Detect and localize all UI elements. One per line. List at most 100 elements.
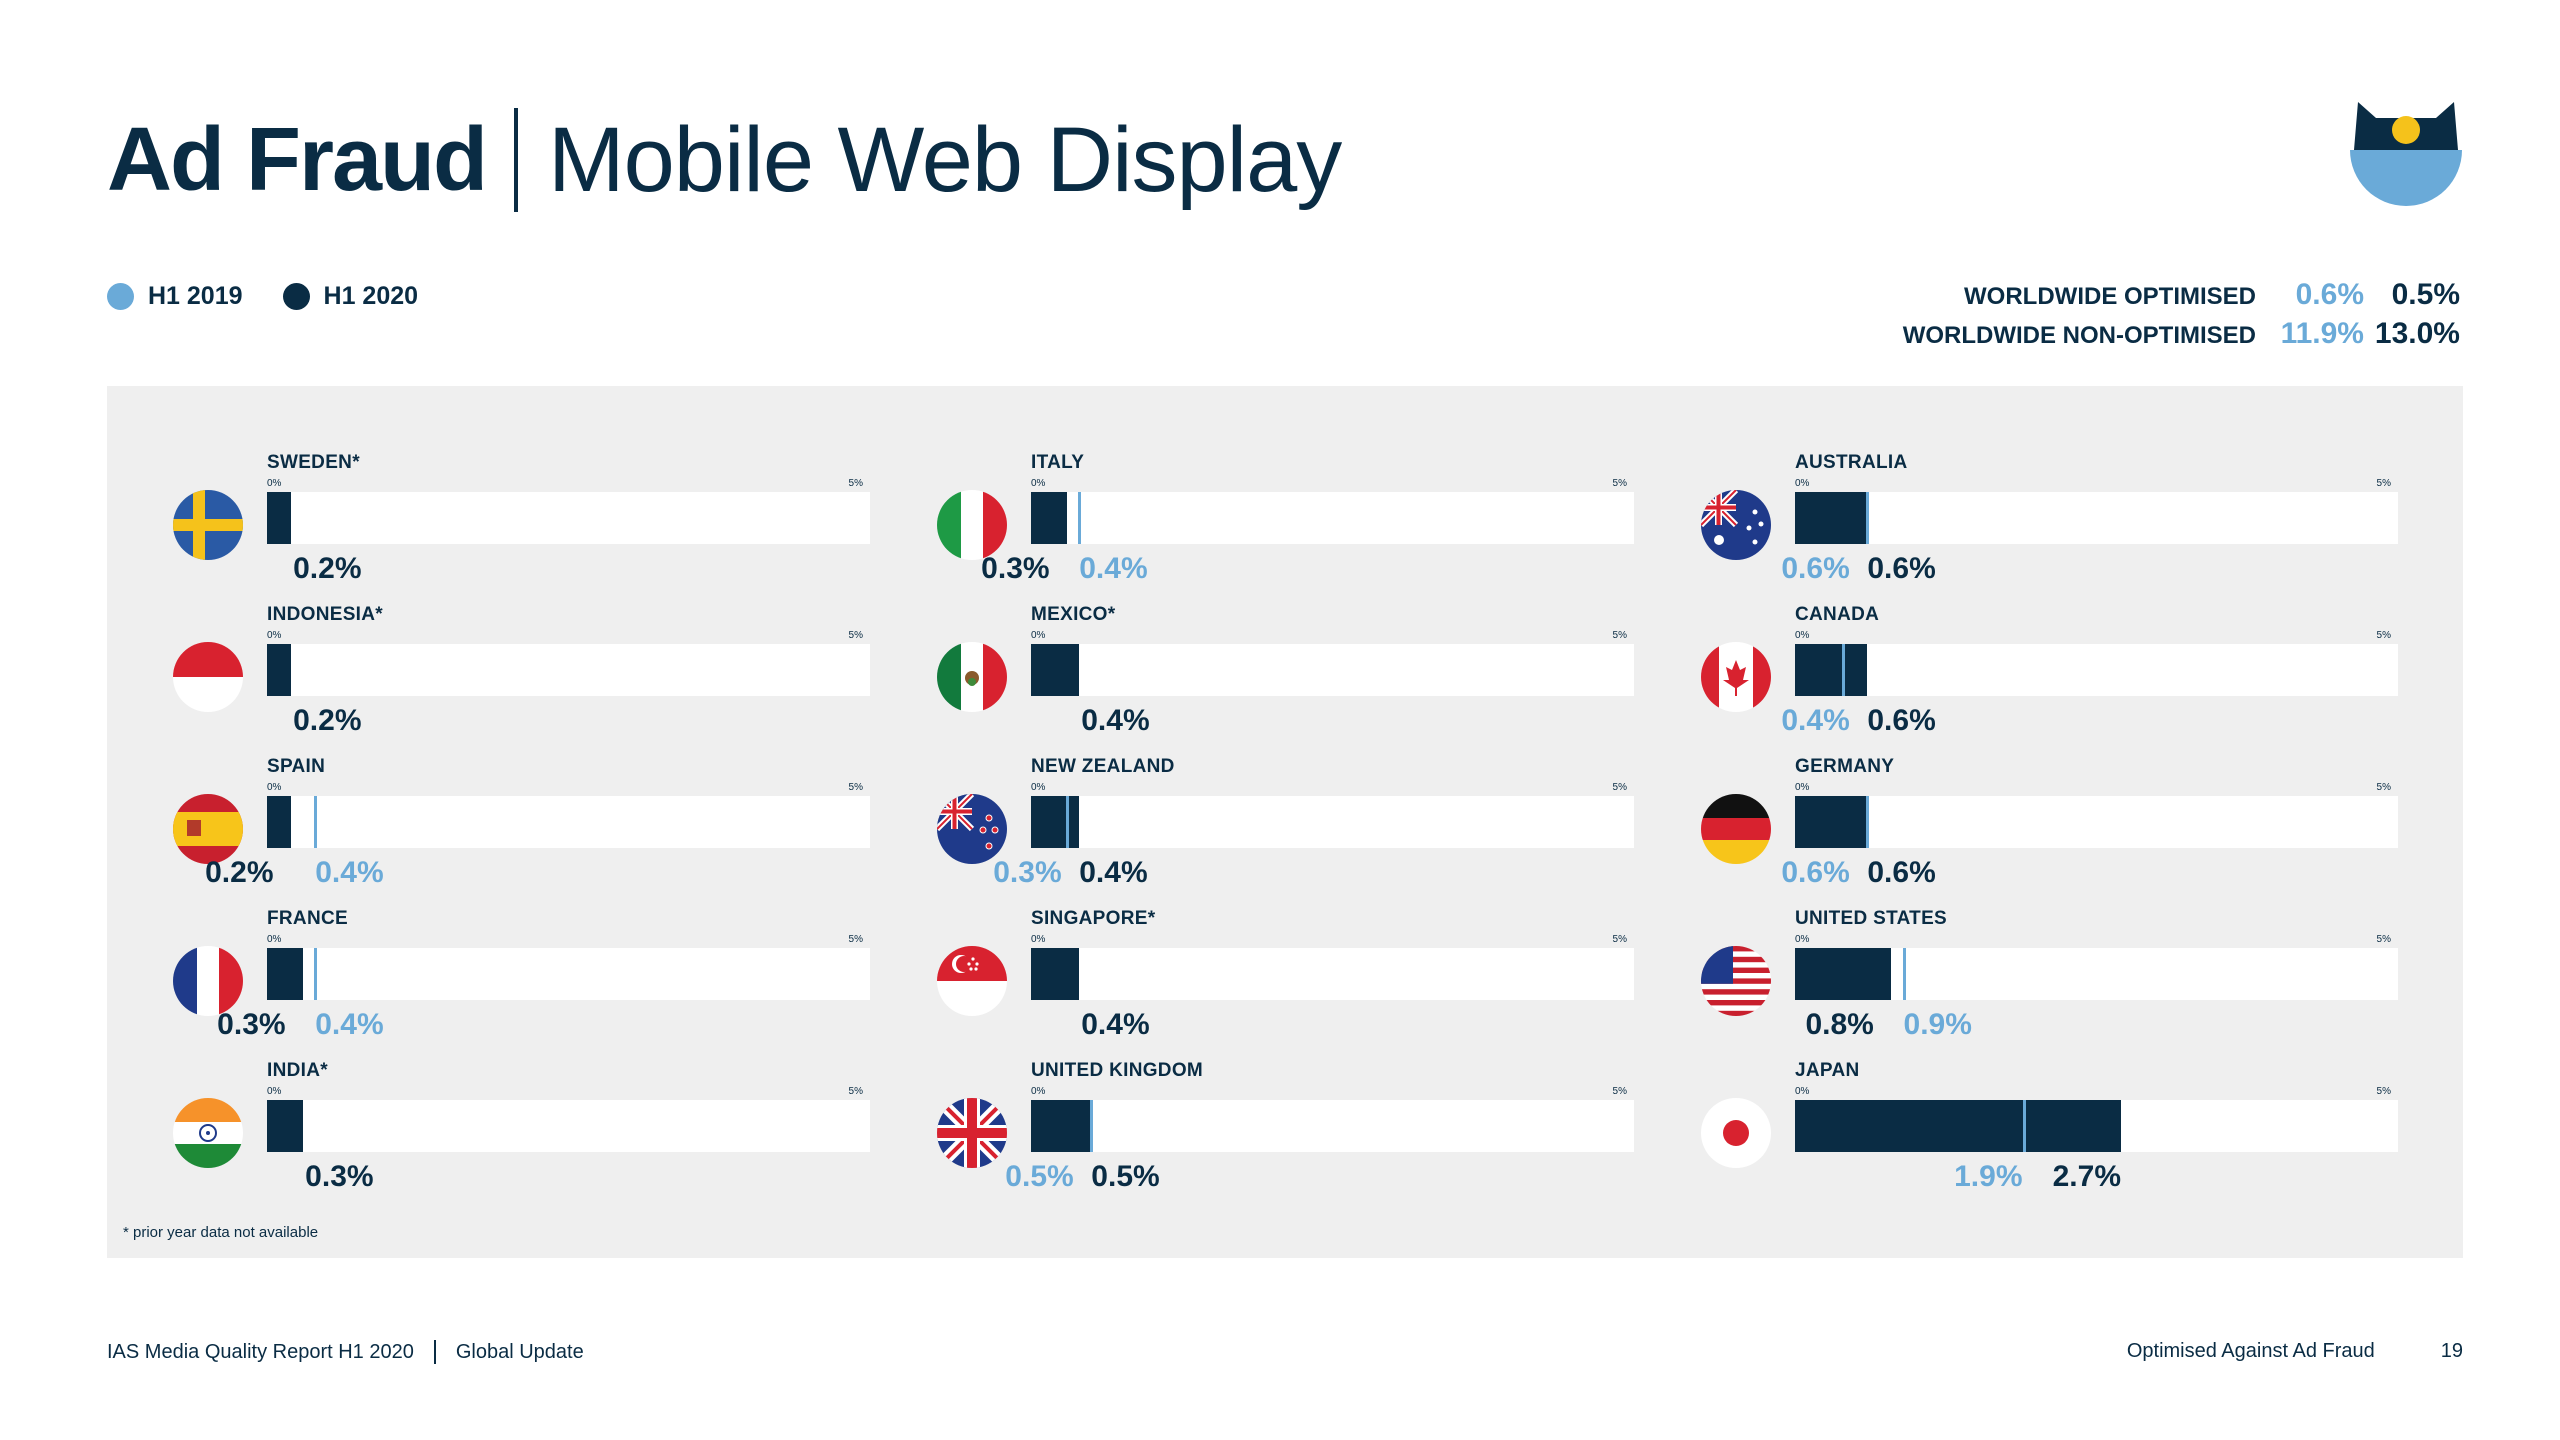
bar-track xyxy=(267,492,870,544)
country-label: INDONESIA* xyxy=(267,604,383,625)
worldwide-non-optimised-2019: 11.9% xyxy=(2280,317,2364,350)
owl-logo-icon xyxy=(2350,102,2462,206)
value-label-h1-2020: 0.6% xyxy=(1867,856,1936,889)
value-label-h1-2019: 1.9% xyxy=(1954,1160,2023,1193)
country-label: JAPAN xyxy=(1795,1060,1860,1081)
axis-min-tick: 0% xyxy=(1795,782,1810,793)
axis-min-tick: 0% xyxy=(267,782,282,793)
axis-min-tick: 0% xyxy=(1031,1086,1046,1097)
country-label: FRANCE xyxy=(267,908,348,929)
legend-dot-2020 xyxy=(282,283,310,310)
title-light: Mobile Web Display xyxy=(547,108,1342,211)
legend-label-2019: H1 2019 xyxy=(148,282,243,310)
country-italy: ITALY 0% 5% 0.4% 0.3% xyxy=(937,452,1697,604)
country-label: CANADA xyxy=(1795,604,1880,625)
axis-min-tick: 0% xyxy=(1031,782,1046,793)
axis-max-tick: 5% xyxy=(1612,934,1627,945)
axis-min-tick: 0% xyxy=(267,478,282,489)
value-label-h1-2019: 0.4% xyxy=(1079,552,1148,585)
value-label-h1-2019: 0.6% xyxy=(1781,856,1850,889)
footer-report: IAS Media Quality Report H1 2020 xyxy=(107,1340,414,1363)
bar-h1-2020 xyxy=(1031,492,1068,544)
bar-h1-2020 xyxy=(1031,796,1080,848)
axis-min-tick: 0% xyxy=(1795,478,1810,489)
bar-h1-2020 xyxy=(267,1100,304,1152)
flag-indonesia-icon xyxy=(173,642,243,712)
legend-item-2020: H1 2020 xyxy=(282,282,418,311)
value-label-h1-2020: 0.4% xyxy=(1081,704,1150,737)
country-label: INDIA* xyxy=(267,1060,328,1081)
legend-dot-2019 xyxy=(107,283,134,310)
value-label-h1-2019: 0.5% xyxy=(1005,1160,1074,1193)
country-united-kingdom: UNITED KINGDOM 0% 5% 0.5% 0.5% xyxy=(937,1060,1697,1212)
country-canada: CANADA 0% 5% 0.4% 0.6% xyxy=(1701,604,2461,756)
country-sweden: SWEDEN* 0% 5% 0.2% xyxy=(173,452,933,604)
value-label-h1-2020: 0.2% xyxy=(205,856,274,889)
bar-track xyxy=(1795,1100,2398,1152)
country-indonesia: INDONESIA* 0% 5% 0.2% xyxy=(173,604,933,756)
axis-max-tick: 5% xyxy=(2376,1086,2391,1097)
footer-left: IAS Media Quality Report H1 2020 Global … xyxy=(107,1340,584,1364)
axis-min-tick: 0% xyxy=(1031,934,1046,945)
bar-track xyxy=(267,1100,870,1152)
bar-track xyxy=(1795,796,2398,848)
bar-h1-2020 xyxy=(267,492,292,544)
bar-track xyxy=(267,644,870,696)
legend-item-2019: H1 2019 xyxy=(107,282,243,311)
bar-track xyxy=(1031,644,1634,696)
value-label-h1-2019: 0.4% xyxy=(1781,704,1850,737)
value-label-h1-2020: 0.2% xyxy=(293,704,362,737)
bar-h1-2020 xyxy=(1795,1100,2121,1152)
footer-right: Optimised Against Ad Fraud 19 xyxy=(2127,1340,2463,1363)
flag-italy-icon xyxy=(937,490,1007,560)
chart-legend: H1 2019 H1 2020 xyxy=(107,282,458,311)
marker-h1-2019 xyxy=(1842,644,1846,696)
bar-h1-2020 xyxy=(267,644,292,696)
country-singapore: SINGAPORE* 0% 5% 0.4% xyxy=(937,908,1697,1060)
marker-h1-2019 xyxy=(1866,796,1870,848)
bar-h1-2020 xyxy=(267,948,304,1000)
country-australia: AUSTRALIA 0% 5% 0.6% 0.6% xyxy=(1701,452,2461,604)
value-label-h1-2020: 2.7% xyxy=(2052,1160,2121,1193)
footnote: * prior year data not available xyxy=(123,1224,319,1241)
value-label-h1-2020: 0.6% xyxy=(1867,552,1936,585)
worldwide-non-optimised-row: WORLDWIDE NON-OPTIMISED 11.9% 13.0% xyxy=(1903,317,2460,356)
marker-h1-2019 xyxy=(1066,796,1070,848)
value-label-h1-2019: 0.6% xyxy=(1781,552,1850,585)
country-united-states: UNITED STATES 0% 5% 0.9% 0.8% xyxy=(1701,908,2461,1060)
axis-max-tick: 5% xyxy=(848,934,863,945)
bar-track xyxy=(1031,1100,1634,1152)
flag-germany-icon xyxy=(1701,794,1771,864)
footer-section: Global Update xyxy=(455,1340,584,1363)
flag-sweden-icon xyxy=(173,490,243,560)
value-label-h1-2019: 0.4% xyxy=(315,1008,384,1041)
bar-track xyxy=(267,948,870,1000)
axis-min-tick: 0% xyxy=(1031,630,1046,641)
country-label: UNITED KINGDOM xyxy=(1031,1060,1204,1081)
country-label: SPAIN xyxy=(267,756,326,777)
axis-max-tick: 5% xyxy=(1612,1086,1627,1097)
flag-united-states-icon xyxy=(1701,946,1771,1016)
flag-singapore-icon xyxy=(937,946,1007,1016)
bar-h1-2020 xyxy=(1795,644,1868,696)
country-france: FRANCE 0% 5% 0.4% 0.3% xyxy=(173,908,933,1060)
axis-max-tick: 5% xyxy=(2376,782,2391,793)
bar-track xyxy=(1031,948,1634,1000)
country-mexico: MEXICO* 0% 5% 0.4% xyxy=(937,604,1697,756)
axis-max-tick: 5% xyxy=(2376,934,2391,945)
page-title: Ad Fraud Mobile Web Display xyxy=(107,100,1342,220)
marker-h1-2019 xyxy=(1090,1100,1094,1152)
flag-australia-icon xyxy=(1701,490,1771,560)
country-label: SWEDEN* xyxy=(267,452,360,473)
bar-track xyxy=(267,796,870,848)
value-label-h1-2019: 0.9% xyxy=(1903,1008,1972,1041)
worldwide-non-optimised-label: WORLDWIDE NON-OPTIMISED xyxy=(1902,322,2256,349)
country-india: INDIA* 0% 5% 0.3% xyxy=(173,1060,933,1212)
flag-new-zealand-icon xyxy=(937,794,1007,864)
flag-united-kingdom-icon xyxy=(937,1098,1007,1168)
country-label: MEXICO* xyxy=(1031,604,1116,625)
axis-min-tick: 0% xyxy=(267,1086,282,1097)
bar-h1-2020 xyxy=(1795,796,1868,848)
worldwide-optimised-label: WORLDWIDE OPTIMISED xyxy=(1964,283,2256,310)
worldwide-non-optimised-2020: 13.0% xyxy=(2374,317,2460,350)
